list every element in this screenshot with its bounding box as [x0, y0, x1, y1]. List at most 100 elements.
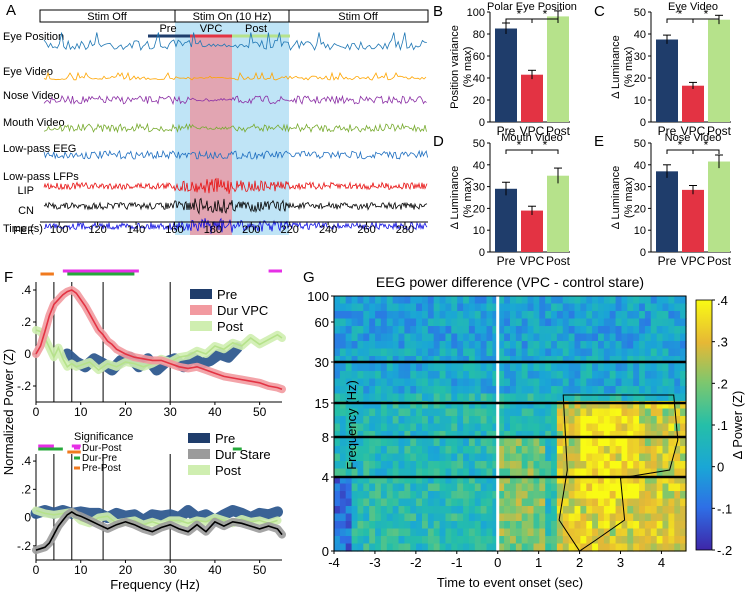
heatmap-cell — [592, 423, 599, 432]
heatmap-cell — [404, 506, 411, 515]
heatmap-cell — [498, 378, 505, 387]
panel-f-xlabel: Frequency (Hz) — [110, 577, 200, 592]
heatmap-cell — [574, 438, 581, 447]
heatmap-cell — [345, 438, 353, 447]
heatmap-cell — [545, 386, 552, 395]
heatmap-cell — [674, 296, 681, 305]
heatmap-cell — [644, 468, 652, 477]
heatmap-cell — [386, 498, 394, 507]
heatmap-cell — [539, 506, 546, 515]
trace-label-eye-position: Eye Position — [3, 31, 64, 43]
heatmap-cell — [680, 296, 687, 305]
heatmap-cell — [562, 483, 570, 492]
heatmap-cell — [380, 341, 388, 350]
heatmap-cell — [375, 408, 382, 417]
heatmap-cell — [598, 543, 605, 552]
heatmap-cell — [580, 446, 587, 455]
heatmap-cell — [574, 536, 581, 545]
heatmap-cell — [615, 438, 623, 447]
heatmap-cell — [586, 438, 593, 447]
heatmap-cell — [603, 311, 611, 320]
heatmap-cell — [357, 401, 364, 410]
heatmap-cell — [674, 386, 681, 395]
heatmap-cell — [533, 318, 540, 327]
heatmap-cell — [404, 446, 411, 455]
heatmap-cell — [392, 341, 400, 350]
heatmap-cell — [463, 401, 470, 410]
heatmap-cell — [633, 303, 640, 312]
heatmap-cell — [609, 408, 617, 417]
heatmap-cell — [439, 543, 447, 552]
heatmap-cell — [404, 416, 411, 425]
trace-eye-position — [43, 32, 427, 52]
heatmap-cell — [656, 468, 664, 477]
heatmap-cell — [515, 513, 523, 522]
heatmap-cell — [468, 348, 476, 357]
heatmap-cell — [404, 461, 411, 470]
heatmap-cell — [527, 438, 535, 447]
heatmap-cell — [410, 408, 417, 417]
heatmap-cell — [562, 423, 570, 432]
trace-fef — [43, 217, 428, 234]
heatmap-cell — [492, 446, 499, 455]
heatmap-cell — [504, 393, 511, 402]
heatmap-cell — [339, 438, 347, 447]
heatmap-cell — [334, 468, 341, 477]
heatmap-cell — [386, 393, 394, 402]
heatmap-cell — [510, 356, 517, 365]
heatmap-cell — [668, 318, 675, 327]
heatmap-cell — [662, 303, 669, 312]
heatmap-cell — [474, 446, 482, 455]
heatmap-cell — [457, 341, 464, 350]
panel-g-ylabel: Frequency (Hz) — [344, 380, 359, 470]
legend-swatch — [190, 289, 212, 299]
heatmap-cell — [556, 348, 564, 357]
heatmap-cell — [609, 506, 617, 515]
heatmap-cell — [656, 453, 664, 462]
heatmap-cell — [574, 476, 581, 485]
heatmap-cell — [627, 341, 634, 350]
heatmap-cell — [521, 536, 529, 545]
heatmap-cell — [615, 348, 623, 357]
heatmap-cell — [451, 363, 458, 372]
heatmap-cell — [621, 326, 628, 335]
heatmap-cell — [627, 371, 634, 380]
heatmap-cell — [334, 506, 341, 515]
heatmap-cell — [662, 498, 669, 507]
heatmap-cell — [451, 333, 458, 342]
heatmap-cell — [627, 536, 634, 545]
heatmap-cell — [392, 446, 400, 455]
heatmap-cell — [580, 506, 587, 515]
heatmap-cell — [598, 536, 605, 545]
heatmap-cell — [380, 543, 388, 552]
heatmap-cell — [668, 296, 675, 305]
heatmap-cell — [351, 318, 359, 327]
significance-legend-item: Pre-Post — [82, 463, 121, 474]
heatmap-cell — [486, 506, 493, 515]
heatmap-cell — [404, 431, 411, 440]
bar-pre — [495, 188, 517, 252]
heatmap-cell — [680, 513, 687, 522]
heatmap-cell — [451, 521, 458, 530]
bar-category-label: Pre — [497, 124, 516, 138]
heatmap-cell — [386, 371, 394, 380]
heatmap-cell — [662, 513, 669, 522]
heatmap-cell — [650, 296, 658, 305]
heatmap-cell — [404, 453, 411, 462]
heatmap-cell — [580, 393, 587, 402]
heatmap-cell — [551, 341, 558, 350]
heatmap-cell — [662, 348, 669, 357]
heatmap-cell — [468, 461, 476, 470]
heatmap-cell — [392, 468, 400, 477]
heatmap-cell — [433, 311, 441, 320]
heatmap-cell — [416, 491, 423, 500]
heatmap-cell — [592, 476, 599, 485]
heatmap-cell — [603, 476, 611, 485]
heatmap-cell — [650, 326, 658, 335]
heatmap-cell — [633, 348, 640, 357]
heatmap-cell — [392, 416, 400, 425]
heatmap-cell — [580, 483, 587, 492]
heatmap-cell — [556, 318, 564, 327]
heatmap-cell — [680, 348, 687, 357]
heatmap-cell — [480, 348, 488, 357]
